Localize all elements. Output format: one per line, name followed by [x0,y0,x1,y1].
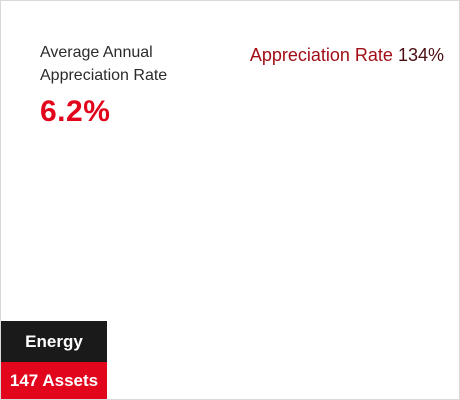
asset-count-tag[interactable]: 147 Assets [1,362,107,399]
average-rate-value: 6.2% [40,95,111,128]
average-rate-label: Average Annual Appreciation Rate [40,44,168,84]
appreciation-rate: Appreciation Rate 134% [250,43,444,67]
average-annual-appreciation: Average Annual Appreciation Rate 6.2% [40,41,220,129]
appreciation-rate-value: 134% [397,45,444,65]
category-tag[interactable]: Energy [1,321,107,362]
appreciation-rate-label: Appreciation Rate [249,45,393,65]
